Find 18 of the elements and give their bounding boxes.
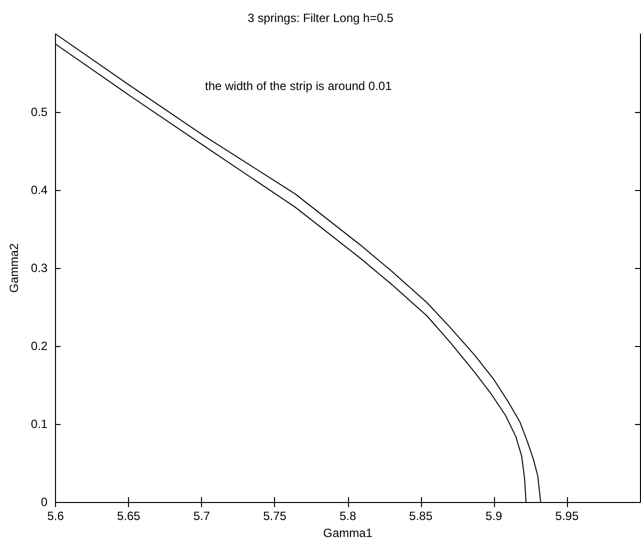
x-tick-label: 5.7 [193, 509, 210, 524]
y-tick-label: 0.4 [30, 183, 48, 198]
y-tick-label: 0.3 [30, 261, 48, 276]
x-tick-label: 5.65 [116, 509, 141, 524]
y-tick-label: 0.5 [30, 105, 48, 120]
x-tick-label: 5.95 [555, 509, 579, 524]
annotation: the width of the strip is around 0.01 [205, 79, 392, 93]
chart-title: 3 springs: Filter Long h=0.5 [248, 11, 394, 25]
y-tick-label: 0 [40, 495, 48, 510]
x-tick-label: 5.8 [339, 509, 356, 524]
x-tick-label: 5.75 [263, 509, 287, 524]
x-tick-label: 5.6 [47, 509, 64, 524]
x-axis-title: Gamma1 [323, 526, 373, 540]
y-tick-label: 0.2 [30, 339, 48, 354]
y-axis-title: Gamma2 [7, 243, 21, 293]
y-tick-label: 0.1 [30, 417, 48, 432]
x-tick-label: 5.85 [409, 509, 433, 524]
x-tick-label: 5.9 [486, 509, 503, 524]
